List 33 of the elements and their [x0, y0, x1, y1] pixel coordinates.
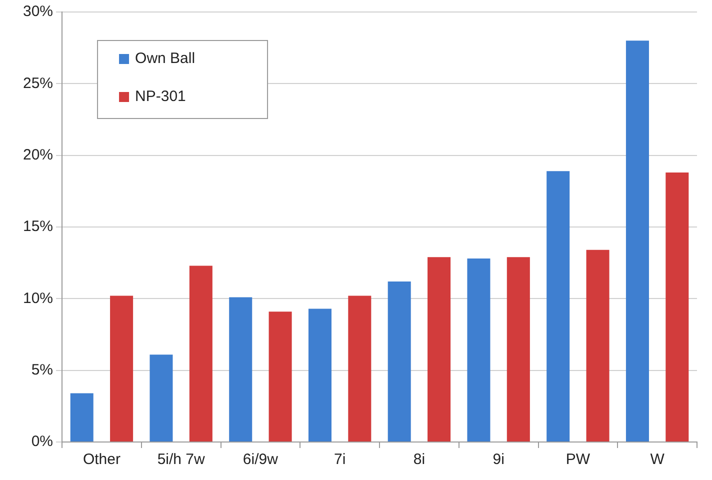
legend-label: Own Ball	[135, 50, 196, 68]
bar	[268, 312, 292, 442]
bar	[150, 354, 173, 442]
y-tick-label: 15%	[22, 218, 54, 236]
x-tick-label: Other	[82, 451, 120, 468]
x-tick-label: W	[650, 451, 666, 468]
x-tick-label: 7i	[334, 451, 346, 468]
y-tick-label: 25%	[22, 74, 54, 92]
bar	[467, 258, 490, 442]
bar	[110, 296, 134, 442]
legend-label: NP-301	[135, 88, 186, 106]
y-tick-label: 20%	[22, 146, 54, 164]
y-tick-label: 0%	[31, 433, 54, 450]
bar	[546, 171, 570, 442]
bar	[229, 297, 252, 442]
bar	[388, 281, 411, 442]
x-tick-label: 8i	[413, 451, 426, 468]
x-tick-label: PW	[566, 451, 591, 468]
x-tick-label: 5i/h 7w	[157, 451, 206, 468]
x-tick-label: 9i	[492, 451, 504, 468]
bar	[348, 296, 372, 442]
bar	[70, 393, 94, 442]
y-tick-label: 5%	[31, 361, 54, 378]
bar	[189, 266, 212, 442]
bar	[428, 257, 451, 442]
bar	[586, 250, 610, 442]
bar	[308, 308, 332, 442]
y-tick-label: 30%	[22, 3, 54, 20]
y-tick-label: 10%	[22, 290, 54, 307]
x-tick-label: 6i/9w	[242, 451, 278, 468]
bar	[666, 172, 689, 442]
bar	[506, 257, 530, 442]
bar	[626, 40, 649, 442]
